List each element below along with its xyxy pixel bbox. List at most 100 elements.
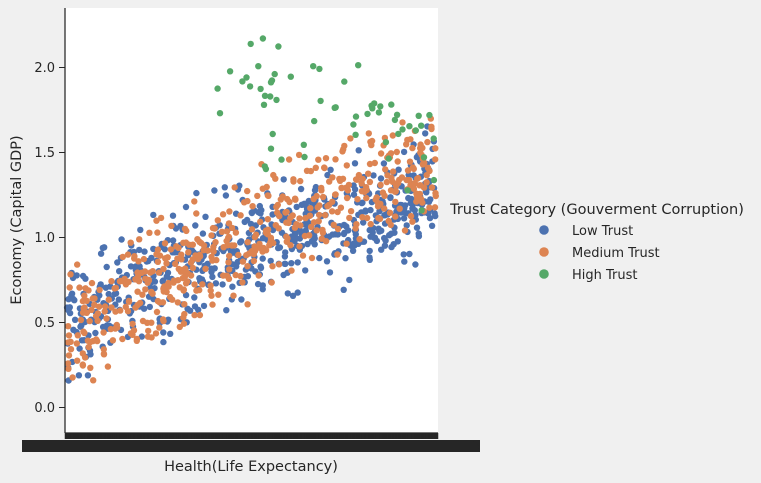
data-point bbox=[327, 166, 334, 173]
data-point bbox=[209, 301, 216, 308]
data-point bbox=[268, 279, 275, 286]
data-point bbox=[289, 292, 297, 299]
data-point bbox=[119, 335, 126, 343]
data-point bbox=[142, 286, 149, 293]
data-point bbox=[107, 325, 115, 333]
data-point bbox=[259, 286, 266, 293]
data-points bbox=[63, 35, 439, 384]
data-point bbox=[323, 258, 331, 265]
x-axis-title: Health(Life Expectancy) bbox=[164, 459, 338, 475]
data-point bbox=[409, 144, 416, 152]
data-point bbox=[136, 246, 143, 254]
data-point bbox=[189, 264, 197, 272]
data-point bbox=[418, 122, 425, 129]
data-point bbox=[172, 260, 179, 268]
data-point bbox=[432, 189, 439, 197]
data-point bbox=[337, 204, 345, 211]
data-point bbox=[328, 208, 336, 215]
data-point bbox=[160, 265, 167, 273]
data-point bbox=[271, 70, 278, 78]
data-point bbox=[377, 181, 384, 189]
data-point bbox=[389, 132, 396, 139]
data-point bbox=[334, 251, 341, 258]
data-point bbox=[145, 276, 152, 283]
data-point bbox=[278, 156, 285, 163]
data-point bbox=[317, 97, 324, 105]
data-point bbox=[82, 275, 89, 282]
data-point bbox=[282, 249, 289, 256]
data-point bbox=[378, 246, 385, 253]
data-point bbox=[389, 168, 397, 175]
data-point bbox=[401, 258, 408, 265]
data-point bbox=[355, 147, 362, 154]
x-tick-label-band bbox=[22, 440, 480, 452]
data-point bbox=[264, 216, 271, 223]
legend-marker-high-trust bbox=[539, 269, 549, 279]
data-point bbox=[115, 296, 123, 303]
data-point bbox=[255, 62, 262, 70]
data-point bbox=[395, 130, 402, 138]
data-point bbox=[378, 227, 385, 234]
data-point bbox=[383, 178, 390, 186]
data-point bbox=[370, 172, 377, 179]
data-point bbox=[247, 40, 254, 48]
data-point bbox=[301, 153, 308, 161]
data-point bbox=[116, 268, 123, 275]
data-point bbox=[426, 204, 433, 211]
data-point bbox=[216, 110, 224, 117]
legend-marker-low-trust bbox=[539, 225, 549, 235]
data-point bbox=[387, 187, 395, 194]
data-point bbox=[145, 327, 152, 335]
data-point bbox=[259, 255, 266, 262]
data-point bbox=[141, 248, 148, 255]
data-point bbox=[343, 194, 351, 202]
data-point bbox=[182, 280, 190, 287]
data-point bbox=[66, 309, 74, 317]
data-point bbox=[118, 236, 125, 243]
data-point bbox=[332, 191, 339, 198]
data-point bbox=[415, 233, 423, 240]
data-point bbox=[70, 295, 77, 303]
data-point bbox=[409, 164, 417, 171]
data-point bbox=[225, 259, 232, 266]
y-tick-label: 0.5 bbox=[34, 316, 55, 331]
data-point bbox=[410, 185, 418, 192]
data-point bbox=[178, 256, 185, 263]
data-point bbox=[307, 167, 314, 175]
data-point bbox=[354, 196, 361, 203]
data-point bbox=[235, 251, 242, 259]
data-point bbox=[226, 208, 233, 215]
data-point bbox=[176, 284, 183, 291]
data-point bbox=[272, 175, 279, 182]
data-point bbox=[414, 174, 422, 182]
data-point bbox=[134, 288, 141, 295]
data-point bbox=[77, 316, 85, 324]
data-point bbox=[146, 303, 153, 311]
data-point bbox=[400, 148, 408, 156]
data-point bbox=[347, 135, 354, 142]
data-point bbox=[331, 104, 338, 112]
data-point bbox=[85, 287, 92, 294]
data-point bbox=[180, 239, 187, 246]
data-point bbox=[154, 229, 161, 236]
data-point bbox=[129, 331, 136, 338]
data-point bbox=[239, 258, 247, 265]
data-point bbox=[329, 198, 336, 205]
data-point bbox=[101, 303, 109, 310]
data-point bbox=[388, 174, 395, 181]
data-point bbox=[84, 372, 92, 379]
data-point bbox=[275, 43, 282, 50]
data-point bbox=[64, 323, 72, 330]
data-point bbox=[221, 184, 228, 191]
data-point bbox=[430, 176, 438, 184]
data-point bbox=[174, 299, 181, 306]
data-point bbox=[310, 195, 317, 203]
data-point bbox=[391, 116, 399, 124]
data-point bbox=[395, 166, 402, 173]
data-point bbox=[342, 255, 349, 262]
data-point bbox=[176, 323, 183, 331]
data-point bbox=[65, 365, 72, 372]
data-point bbox=[208, 268, 215, 276]
data-point bbox=[153, 308, 161, 316]
data-point bbox=[247, 220, 255, 228]
